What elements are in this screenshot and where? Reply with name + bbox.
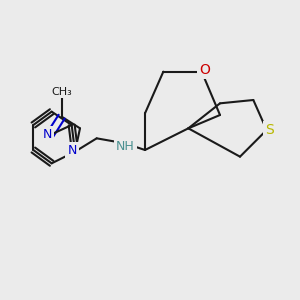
Text: NH: NH <box>116 140 134 153</box>
Text: CH₃: CH₃ <box>51 87 72 97</box>
Text: O: O <box>199 63 210 77</box>
Text: N: N <box>67 144 77 157</box>
Text: N: N <box>42 128 52 142</box>
Text: S: S <box>265 123 274 137</box>
